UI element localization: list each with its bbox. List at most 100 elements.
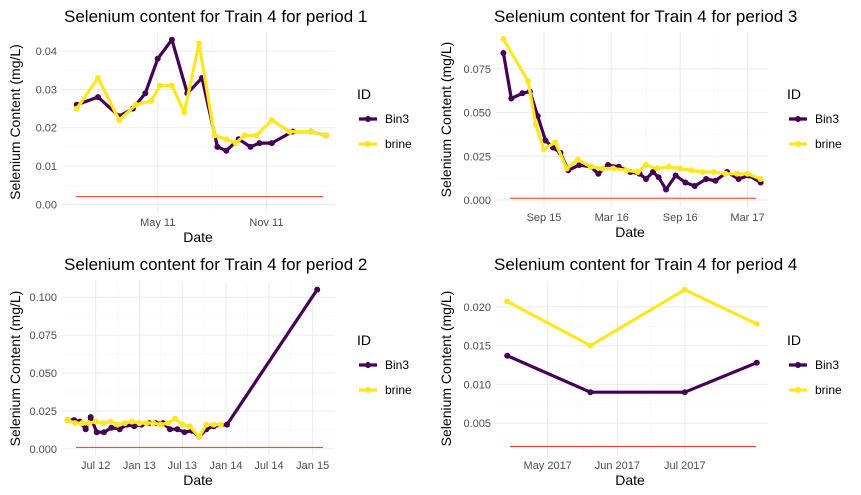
chart-title: Selenium content for Train 4 for period …	[64, 255, 367, 274]
legend-key-point-bin3	[795, 362, 801, 368]
series-line-bin3	[66, 288, 319, 439]
chart-title: Selenium content for Train 4 for period …	[494, 255, 797, 274]
data-point-brine	[587, 342, 594, 349]
y-tick-label: 0.01	[36, 161, 57, 173]
data-point-bin3	[314, 286, 321, 293]
x-tick-label: Sep 16	[663, 212, 698, 224]
data-point-brine	[681, 286, 688, 293]
data-point-brine	[654, 165, 661, 172]
data-point-brine	[634, 169, 641, 175]
legend-label-brine: brine	[385, 137, 412, 151]
y-axis-label: Selenium Content (mg/L)	[438, 42, 454, 198]
y-tick-label: 0.015	[463, 341, 491, 353]
y-tick-label: 0.075	[29, 330, 57, 342]
y-axis-label: Selenium Content (mg/L)	[438, 291, 454, 447]
data-point-bin3	[587, 389, 594, 396]
data-point-brine	[73, 105, 80, 112]
data-point-brine	[688, 167, 695, 174]
legend-label-bin3: Bin3	[815, 112, 839, 126]
data-point-brine	[757, 176, 764, 182]
x-axis-label: Date	[183, 229, 213, 245]
data-point-brine	[232, 140, 239, 147]
data-point-brine	[532, 121, 539, 128]
data-point-brine	[148, 97, 155, 104]
data-point-brine	[323, 132, 330, 139]
data-point-bin3	[735, 176, 742, 182]
y-tick-label: 0.100	[29, 292, 57, 304]
y-axis-label: Selenium Content (mg/L)	[7, 44, 23, 200]
data-point-bin3	[519, 90, 526, 97]
data-point-brine	[168, 82, 175, 89]
x-tick-label: Nov 11	[249, 217, 283, 229]
data-point-bin3	[576, 162, 583, 168]
y-tick-label: 0.025	[29, 406, 57, 418]
data-point-brine	[722, 170, 729, 177]
data-point-bin3	[504, 352, 511, 359]
y-tick-label: 0.050	[29, 368, 57, 380]
x-tick-label: Jan 14	[210, 460, 243, 472]
data-point-brine	[587, 163, 594, 170]
data-point-brine	[699, 169, 706, 175]
x-tick-label: Mar 17	[730, 212, 764, 224]
y-tick-label: 0.020	[463, 302, 491, 314]
data-point-bin3	[595, 170, 602, 177]
x-tick-label: Jun 2017	[595, 460, 640, 472]
legend-key-point-bin3	[795, 116, 801, 122]
data-point-brine	[599, 165, 606, 172]
data-point-bin3	[131, 423, 138, 430]
data-point-bin3	[268, 140, 275, 147]
data-point-brine	[100, 420, 107, 427]
data-point-brine	[623, 167, 630, 174]
data-point-brine	[552, 139, 559, 146]
data-point-brine	[95, 75, 101, 81]
series-line-brine	[75, 41, 328, 145]
data-point-brine	[85, 420, 92, 427]
data-point-brine	[753, 320, 760, 327]
data-point-bin3	[256, 140, 263, 147]
data-point-brine	[504, 298, 511, 305]
x-tick-label: Jul 14	[254, 460, 283, 472]
data-point-brine	[121, 420, 128, 427]
data-point-brine	[186, 423, 193, 430]
y-tick-label: 0.075	[463, 64, 491, 76]
data-point-bin3	[214, 143, 221, 150]
data-point-bin3	[605, 162, 611, 168]
x-axis-label: Date	[183, 472, 213, 488]
y-tick-label: 0.04	[36, 46, 57, 58]
data-point-brine	[665, 163, 672, 170]
data-point-bin3	[655, 174, 662, 181]
data-point-brine	[157, 82, 164, 89]
data-point-bin3	[116, 426, 123, 433]
data-point-brine	[610, 165, 617, 172]
data-point-brine	[211, 132, 218, 139]
data-point-brine	[268, 117, 275, 124]
x-tick-label: May 2017	[524, 460, 572, 472]
data-point-bin3	[682, 179, 689, 186]
data-point-brine	[286, 128, 293, 135]
x-tick-label: Jan 13	[123, 460, 156, 472]
legend-label-brine: brine	[385, 383, 412, 397]
x-tick-label: Mar 16	[595, 212, 629, 224]
series-line-bin3	[505, 354, 759, 394]
x-tick-label: May 11	[140, 217, 175, 229]
data-point-bin3	[181, 429, 188, 436]
legend-key-point-bin3	[365, 116, 371, 122]
x-tick-label: Sep 15	[527, 212, 562, 224]
data-point-bin3	[108, 424, 115, 431]
legend-title: ID	[357, 86, 371, 102]
data-point-brine	[500, 36, 507, 42]
y-tick-label: 0.005	[463, 418, 491, 430]
chart-title: Selenium content for Train 4 for period …	[64, 7, 367, 26]
chart-panel-1: 0.00 0.01 0.02 0.03 0.04 May 11 Nov 11 Selenium…	[7, 7, 412, 245]
data-point-brine	[643, 162, 649, 168]
chart-title: Selenium content for Train 4 for period …	[494, 7, 797, 26]
legend-key-point-brine	[795, 141, 801, 147]
data-point-brine	[217, 421, 224, 428]
y-tick-label: 0.000	[29, 444, 57, 456]
data-point-brine	[203, 421, 210, 428]
data-point-brine	[129, 418, 135, 425]
x-tick-label: Jul 13	[168, 460, 197, 472]
y-tick-label: 0.010	[463, 379, 491, 391]
data-point-brine	[72, 420, 79, 427]
x-tick-label: Jan 15	[296, 460, 329, 472]
